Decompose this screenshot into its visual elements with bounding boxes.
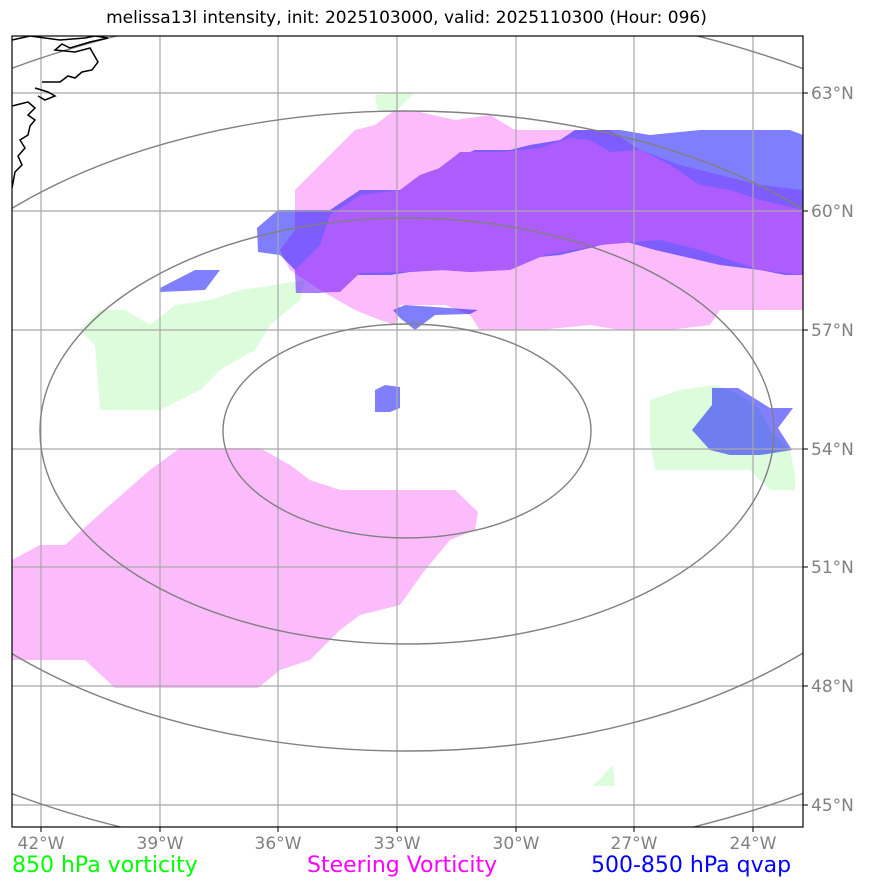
steering-vorticity-area-south <box>12 448 478 688</box>
lon-label: 24°W <box>730 834 777 854</box>
lat-label: 51°N <box>811 558 854 578</box>
lat-label: 54°N <box>811 440 854 460</box>
vorticity-850-area-west <box>80 280 305 410</box>
range-rings <box>12 36 803 827</box>
coastline <box>12 36 109 189</box>
qvap-area-mid <box>295 138 803 293</box>
vorticity-850-area-south <box>593 765 615 786</box>
range-ring-outer <box>12 110 803 752</box>
lat-label: 48°N <box>811 677 854 697</box>
legend-qvap: 500-850 hPa qvap <box>591 853 792 878</box>
lon-label: 30°W <box>493 834 540 854</box>
qvap-area-east <box>692 388 793 455</box>
range-ring-middle <box>39 217 775 645</box>
legend-steering-vorticity: Steering Vorticity <box>307 853 498 878</box>
map-title: melissa13l intensity, init: 2025103000, … <box>106 8 707 28</box>
graticule <box>12 36 803 827</box>
lat-ticks <box>803 92 808 806</box>
qvap-area-center-dot <box>375 385 400 412</box>
plot-frame <box>11 35 804 828</box>
lon-label: 36°W <box>255 834 302 854</box>
lat-label: 63°N <box>811 84 854 104</box>
lon-labels: 42°W 39°W 36°W 33°W 30°W 27°W 24°W <box>18 834 777 854</box>
lat-label: 45°N <box>811 796 854 816</box>
lat-label: 57°N <box>811 321 854 341</box>
lon-label: 27°W <box>611 834 658 854</box>
lon-ticks <box>40 827 754 832</box>
legend-850-vorticity: 850 hPa vorticity <box>12 853 198 878</box>
lat-labels: 63°N 60°N 57°N 54°N 51°N 48°N 45°N <box>811 84 854 816</box>
lon-label: 42°W <box>18 834 65 854</box>
qvap-area-west-small <box>160 270 220 292</box>
range-ring-inner <box>222 323 592 539</box>
vorticity-850-area-north <box>375 92 415 112</box>
lat-label: 60°N <box>811 202 854 222</box>
lon-label: 33°W <box>374 834 421 854</box>
lon-label: 39°W <box>137 834 184 854</box>
